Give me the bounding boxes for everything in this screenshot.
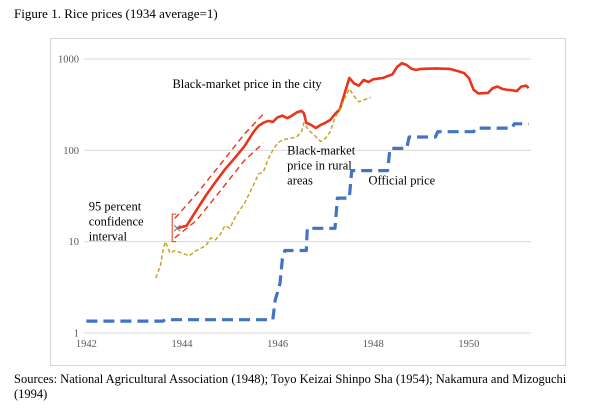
y-tick-label: 10 <box>69 237 80 248</box>
series-line-city <box>176 61 530 230</box>
series-line-rural <box>154 88 372 279</box>
rice-price-chart: 1 10 100 1000 1942 1944 1946 1948 1950 Black-mark… <box>58 55 531 350</box>
confidence-interval-bracket <box>171 213 177 243</box>
confidence-interval-marker <box>173 224 181 232</box>
y-tick-label: 1000 <box>58 55 79 66</box>
series-line-official <box>86 122 529 323</box>
annotation-line: interval <box>89 229 128 243</box>
annotation-line: Black-market <box>287 144 356 158</box>
annotation-line: areas <box>287 174 313 188</box>
annotation-label: Black-market price in the city <box>172 77 322 91</box>
annotation-label: 95 percent confidence interval <box>89 199 144 243</box>
annotation-label: Black-market price in rural areas <box>287 144 356 188</box>
x-tick-label: 1942 <box>76 339 97 350</box>
sources-note: Sources: National Agricultural Associati… <box>14 372 567 401</box>
annotation-line: Black-market price in the city <box>172 77 322 91</box>
x-tick-label: 1948 <box>363 339 384 350</box>
y-tick-label: 100 <box>63 146 79 157</box>
chart-frame: 1 10 100 1000 1942 1944 1946 1948 1950 Black-mark… <box>50 38 566 366</box>
annotation-line: Official price <box>368 174 435 188</box>
annotation-label: Official price <box>368 174 435 188</box>
y-tick-label: 1 <box>74 329 79 340</box>
x-tick-label: 1946 <box>267 339 288 350</box>
x-tick-label: 1950 <box>458 339 479 350</box>
annotation-line: 95 percent <box>89 199 142 213</box>
series-line-ci_lower <box>174 142 264 239</box>
annotation-line: confidence <box>89 214 144 228</box>
figure-title: Figure 1. Rice prices (1934 average=1) <box>14 6 218 21</box>
series-line-ci_upper <box>174 113 264 219</box>
x-tick-label: 1944 <box>172 339 194 350</box>
annotation-line: price in rural <box>287 159 352 173</box>
